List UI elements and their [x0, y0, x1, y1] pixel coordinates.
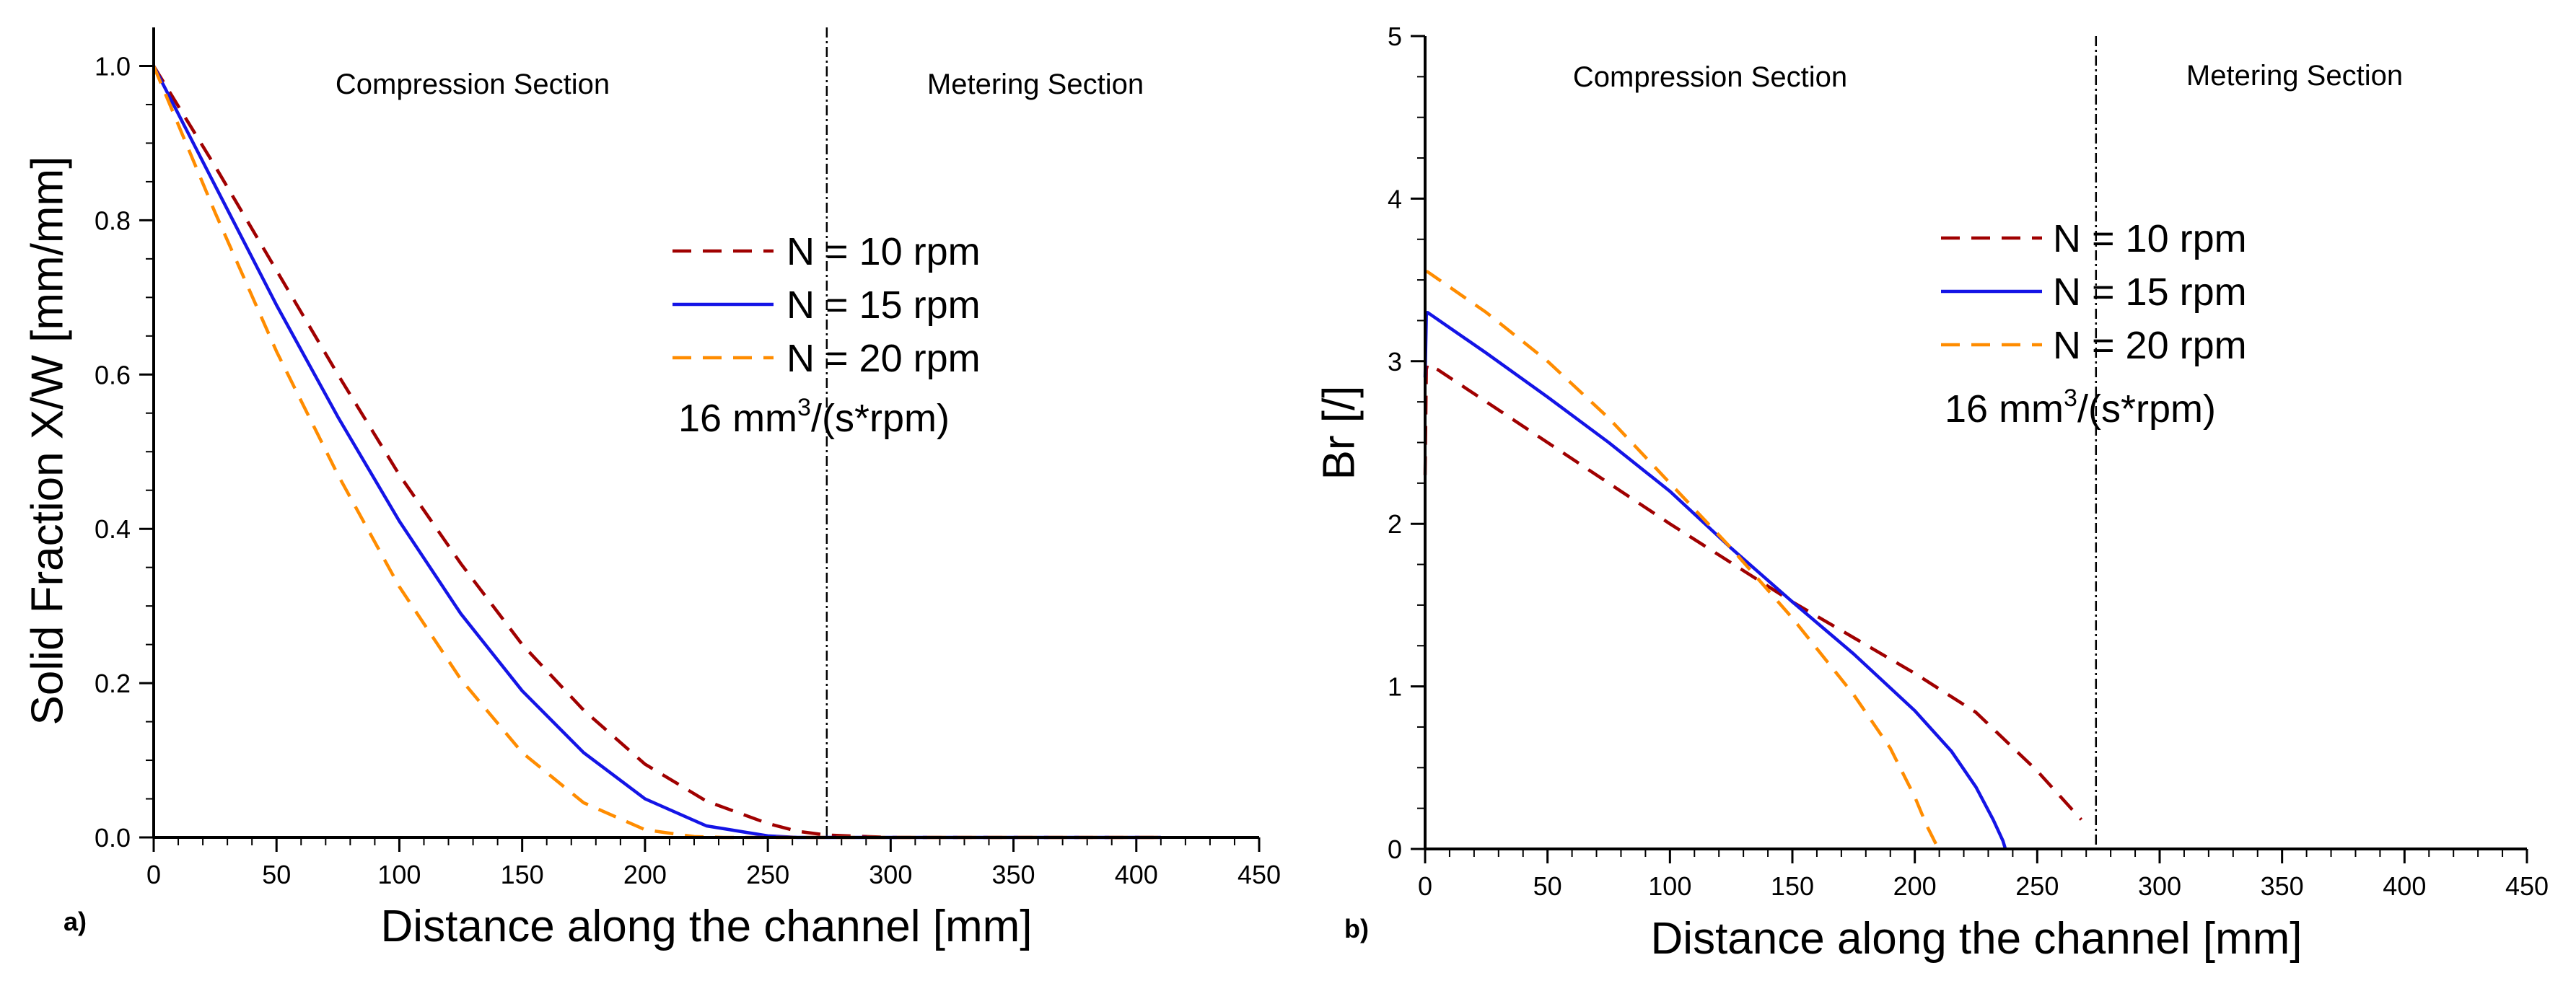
y-tick-label: 0.2 — [95, 669, 131, 698]
y-tick-label: 4 — [1388, 184, 1402, 214]
y-tick-label: 0 — [1388, 835, 1402, 864]
x-tick-label: 450 — [2505, 871, 2549, 901]
y-tick-label: 0.8 — [95, 206, 131, 235]
panel-a-label: a) — [63, 907, 87, 936]
panel-b-x-axis-label: Distance along the channel [mm] — [1651, 914, 2303, 964]
panel-a-annotation-main: 16 mm — [678, 397, 797, 440]
panel-b-annotation-suffix: /(s*rpm) — [2077, 387, 2216, 431]
x-tick-label: 150 — [501, 860, 544, 889]
x-tick-label: 250 — [2015, 871, 2059, 901]
x-tick-label: 200 — [1893, 871, 1937, 901]
panel-b-compression-section-label: Compression Section — [1573, 61, 1847, 93]
x-tick-label: 150 — [1771, 871, 1814, 901]
x-tick-label: 200 — [623, 860, 667, 889]
x-tick-label: 100 — [377, 860, 421, 889]
panel-a-flow-annotation: 16 mm3/(s*rpm) — [678, 394, 950, 440]
legend-label: N = 15 rpm — [2053, 270, 2247, 314]
panel-a-series — [152, 65, 1161, 840]
x-tick-label: 400 — [1115, 860, 1158, 889]
panel-a-legend: N = 10 rpm N = 15 rpm N = 20 rpm — [673, 230, 981, 380]
panel-b-annotation-superscript: 3 — [2064, 384, 2077, 412]
panel-b-ticks: 0 50 100 150 200 250 300 350 400 450 0 1 2 3 4 5 — [1388, 22, 2549, 901]
x-tick-label: 300 — [2138, 871, 2181, 901]
y-tick-label: 0.0 — [95, 823, 131, 853]
panel-b-series — [1423, 270, 2083, 850]
series-line-20-rpm — [1425, 270, 1939, 847]
series-line-10-rpm — [1423, 363, 2083, 821]
series-line-15-rpm — [1423, 310, 2007, 850]
x-tick-label: 300 — [869, 860, 912, 889]
panel-b-annotation-main: 16 mm — [1945, 387, 2064, 431]
series-line-10-rpm — [152, 65, 1161, 840]
panel-b-legend: N = 10 rpm N = 15 rpm N = 20 rpm — [1941, 217, 2247, 367]
legend-label: N = 20 rpm — [2053, 324, 2247, 367]
x-tick-label: 0 — [146, 860, 161, 889]
legend-label: N = 15 rpm — [787, 283, 981, 327]
x-tick-label: 250 — [746, 860, 789, 889]
y-tick-label: 2 — [1388, 509, 1402, 539]
series-line-15-rpm — [152, 65, 1161, 840]
panel-a: 0 50 100 150 200 250 300 350 400 450 0.0 0.2 0.4 0.6 0… — [22, 27, 1281, 951]
y-tick-label: 0.6 — [95, 360, 131, 389]
x-tick-label: 50 — [262, 860, 291, 889]
panel-a-x-axis-label: Distance along the channel [mm] — [381, 902, 1033, 951]
x-tick-label: 350 — [992, 860, 1035, 889]
x-tick-label: 450 — [1237, 860, 1281, 889]
x-tick-label: 350 — [2261, 871, 2304, 901]
panel-a-y-axis-label: Solid Fraction X/W [mm/mm] — [22, 157, 72, 726]
legend-label: N = 10 rpm — [2053, 217, 2247, 260]
y-tick-label: 0.4 — [95, 514, 131, 544]
panel-b: 0 50 100 150 200 250 300 350 400 450 0 1 2 3 4 5 Compre… — [1314, 22, 2549, 964]
panel-b-y-axis-label: Br [/] — [1314, 386, 1364, 480]
panel-a-metering-section-label: Metering Section — [927, 69, 1144, 100]
x-tick-label: 400 — [2383, 871, 2426, 901]
y-tick-label: 5 — [1388, 22, 1402, 51]
series-line-20-rpm — [152, 65, 1161, 840]
panel-b-flow-annotation: 16 mm3/(s*rpm) — [1945, 384, 2216, 431]
x-tick-label: 0 — [1418, 871, 1432, 901]
x-tick-label: 100 — [1648, 871, 1691, 901]
y-tick-label: 1 — [1388, 672, 1402, 702]
y-tick-label: 3 — [1388, 347, 1402, 377]
panel-a-annotation-superscript: 3 — [797, 394, 811, 421]
panel-b-metering-section-label: Metering Section — [2186, 60, 2403, 92]
y-tick-label: 1.0 — [95, 51, 131, 81]
legend-label: N = 20 rpm — [787, 337, 981, 380]
panel-a-ticks: 0 50 100 150 200 250 300 350 400 450 0.0 0.2 0.4 0.6 0… — [95, 51, 1281, 889]
legend-label: N = 10 rpm — [787, 230, 981, 273]
panel-a-annotation-suffix: /(s*rpm) — [811, 397, 950, 440]
panel-a-compression-section-label: Compression Section — [336, 69, 610, 100]
x-tick-label: 50 — [1533, 871, 1562, 901]
panel-b-label: b) — [1344, 914, 1369, 943]
